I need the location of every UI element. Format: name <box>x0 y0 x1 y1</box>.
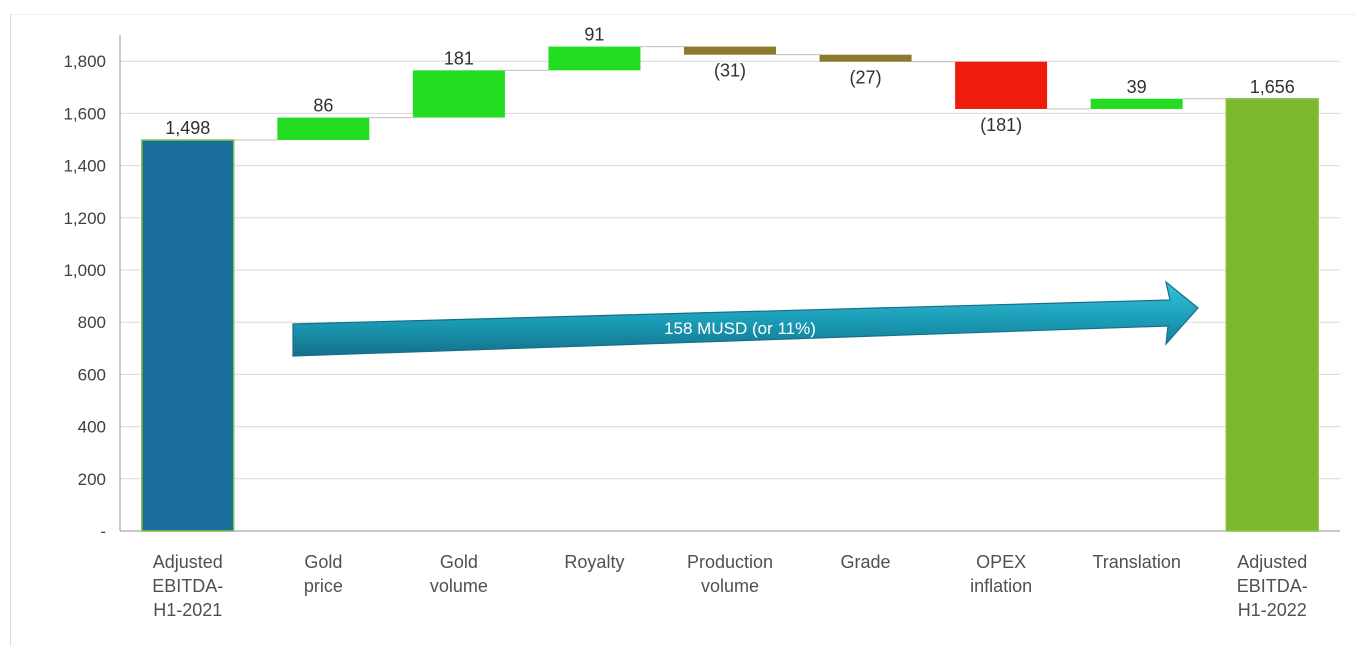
y-tick-label: 400 <box>78 418 106 437</box>
bar <box>277 117 370 141</box>
bar <box>684 46 776 55</box>
y-tick-label: 1,000 <box>63 261 106 280</box>
data-label: (27) <box>850 68 882 88</box>
data-label: 39 <box>1127 77 1147 97</box>
data-label: 1,498 <box>165 118 210 138</box>
y-tick-label: 200 <box>78 470 106 489</box>
y-tick-label: 1,600 <box>63 104 106 123</box>
category-labels: Adjusted EBITDA-H1-2021 Gold price Gold volum… <box>152 552 1307 620</box>
arrow-annotation: 158 MUSD (or 11%) <box>664 319 816 338</box>
data-label: 86 <box>313 96 333 116</box>
y-tick-label: 1,400 <box>63 157 106 176</box>
bar <box>141 139 235 532</box>
bar <box>819 54 912 62</box>
chart-frame <box>10 14 1355 646</box>
axes: - 200 400 600 800 1,000 1,200 1,400 1,600 1,800 <box>63 35 1340 541</box>
bar <box>412 70 505 118</box>
data-label: (31) <box>714 61 746 81</box>
x-tick-label: Gold volume <box>430 552 488 596</box>
data-label: 91 <box>584 25 604 45</box>
x-tick-label: Gold price <box>304 552 343 596</box>
data-label: 181 <box>444 48 474 68</box>
data-label: 1,656 <box>1250 77 1295 97</box>
x-tick-label: Grade <box>841 552 891 572</box>
bar <box>1090 98 1183 109</box>
y-tick-label: 600 <box>78 365 106 384</box>
arrow-shape <box>292 280 1199 357</box>
x-tick-label: Production volume <box>687 552 773 596</box>
x-tick-label: OPEX inflation <box>970 552 1032 596</box>
x-tick-label: Adjusted EBITDA-H1-2021 <box>152 552 223 620</box>
y-tick-label: - <box>100 522 106 541</box>
bar <box>955 61 1048 109</box>
data-labels: 1,498 86 181 91 (31) (27) (181) 39 1,656 <box>165 25 1294 138</box>
y-tick-label: 1,800 <box>63 52 106 71</box>
x-tick-label: Adjusted EBITDA-H1-2022 <box>1237 552 1308 620</box>
bars <box>141 46 1319 532</box>
growth-arrow <box>292 280 1199 357</box>
y-tick-label: 1,200 <box>63 209 106 228</box>
x-tick-label: Royalty <box>564 552 624 572</box>
connectors <box>233 46 1227 141</box>
data-label: (181) <box>980 115 1022 135</box>
bar <box>548 46 641 71</box>
x-tick-label: Translation <box>1092 552 1180 572</box>
y-tick-label: 800 <box>78 313 106 332</box>
bar <box>1225 98 1319 532</box>
